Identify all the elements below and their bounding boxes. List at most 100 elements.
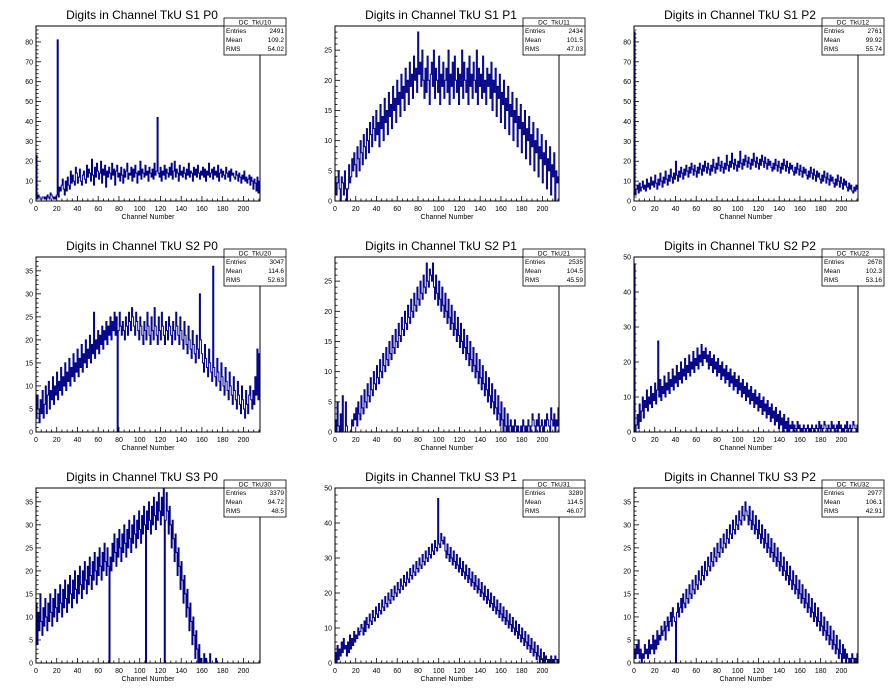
y-tick-label: 10	[623, 179, 631, 186]
y-tick-label: 40	[623, 290, 631, 297]
stats-entries-value: 2977	[868, 490, 883, 497]
x-tick-label: 200	[238, 437, 250, 444]
x-tick-label: 160	[794, 437, 806, 444]
plot-frame	[334, 256, 560, 433]
y-tick-label: 5	[29, 406, 33, 413]
x-tick-label: 180	[516, 668, 528, 675]
stats-name: DC_TkU22	[837, 251, 870, 258]
panel-title: Digits in Channel TkU S1 P2	[664, 8, 816, 22]
y-tick-label: 80	[623, 39, 631, 46]
x-tick-label: 100	[134, 206, 146, 213]
y-tick-label: 70	[25, 59, 33, 66]
x-tick-label: 60	[94, 437, 102, 444]
x-tick-label: 0	[632, 206, 636, 213]
x-tick-label: 20	[352, 668, 360, 675]
histogram-line	[35, 265, 261, 433]
y-tick-label: 25	[324, 279, 332, 286]
y-tick-label: 0	[328, 199, 332, 206]
y-tick-label: 40	[324, 521, 332, 528]
x-tick-label: 20	[53, 206, 61, 213]
stats-box-frame	[522, 17, 586, 56]
y-tick-label: 0	[627, 661, 631, 668]
x-tick-label: 100	[732, 668, 744, 675]
y-tick-label: 10	[324, 138, 332, 145]
stats-entries-label: Entries	[824, 259, 845, 266]
x-axis-label: Channel Number	[720, 676, 774, 683]
y-tick-label: 30	[623, 139, 631, 146]
x-tick-label: 60	[94, 206, 102, 213]
stats-rms-label: RMS	[824, 277, 839, 284]
stats-entries-value: 3047	[270, 259, 285, 266]
y-tick-label: 25	[25, 314, 33, 321]
stats-entries-value: 3379	[270, 490, 285, 497]
y-tick-label: 20	[623, 360, 631, 367]
y-tick-label: 25	[623, 545, 631, 552]
y-tick-label: 35	[623, 499, 631, 506]
x-tick-label: 140	[175, 437, 187, 444]
x-tick-label: 180	[815, 437, 827, 444]
y-tick-label: 15	[25, 360, 33, 367]
x-tick-label: 180	[815, 668, 827, 675]
histogram-line	[35, 39, 261, 201]
y-tick-label: 0	[328, 661, 332, 668]
stats-box-frame	[223, 479, 287, 518]
y-tick-label: 0	[328, 430, 332, 437]
y-tick-label: 30	[25, 139, 33, 146]
x-tick-label: 180	[217, 668, 229, 675]
histogram-line	[334, 262, 560, 433]
y-tick-label: 30	[623, 522, 631, 529]
x-tick-label: 160	[196, 437, 208, 444]
x-tick-label: 140	[175, 206, 187, 213]
stats-box-frame	[821, 17, 885, 56]
y-tick-label: 30	[25, 522, 33, 529]
stats-entries-label: Entries	[824, 28, 845, 35]
x-tick-label: 40	[672, 437, 680, 444]
histogram-line	[334, 498, 560, 664]
stats-entries-label: Entries	[226, 28, 247, 35]
x-tick-label: 140	[773, 206, 785, 213]
stats-entries-label: Entries	[226, 490, 247, 497]
stats-mean-value: 104.5	[567, 268, 584, 275]
stats-rms-label: RMS	[226, 277, 241, 284]
histogram-panel-5: Digits in Channel TkU S2 P10 20 40 60 80 100 1…	[324, 239, 586, 452]
x-tick-label: 180	[217, 206, 229, 213]
x-tick-label: 40	[74, 206, 82, 213]
x-tick-label: 160	[794, 206, 806, 213]
x-tick-label: 0	[34, 437, 38, 444]
y-tick-label: 35	[25, 499, 33, 506]
y-tick-label: 20	[324, 309, 332, 316]
stats-rms-label: RMS	[226, 46, 241, 53]
y-tick-label: 30	[623, 325, 631, 332]
x-tick-label: 180	[815, 206, 827, 213]
stats-entries-label: Entries	[525, 490, 546, 497]
x-tick-label: 140	[773, 437, 785, 444]
x-tick-label: 0	[34, 668, 38, 675]
y-tick-label: 15	[623, 591, 631, 598]
x-axis-label: Channel Number	[720, 214, 774, 221]
stats-box-frame	[821, 248, 885, 287]
stats-entries-label: Entries	[525, 259, 546, 266]
stats-rms-value: 45.59	[567, 277, 584, 284]
y-tick-label: 0	[29, 199, 33, 206]
x-tick-label: 120	[155, 206, 167, 213]
stats-rms-value: 46.07	[567, 508, 584, 515]
x-axis-label: Channel Number	[122, 445, 176, 452]
y-tick-label: 20	[25, 159, 33, 166]
x-tick-label: 100	[433, 668, 445, 675]
y-tick-label: 0	[29, 430, 33, 437]
stats-mean-label: Mean	[525, 499, 542, 506]
stats-name: DC_TkU21	[538, 251, 571, 258]
x-tick-label: 180	[217, 437, 229, 444]
y-tick-label: 5	[328, 399, 332, 406]
y-tick-label: 5	[29, 637, 33, 644]
stats-entries-label: Entries	[226, 259, 247, 266]
stats-rms-value: 47.03	[567, 46, 584, 53]
stats-name: DC_TkU12	[837, 20, 870, 27]
